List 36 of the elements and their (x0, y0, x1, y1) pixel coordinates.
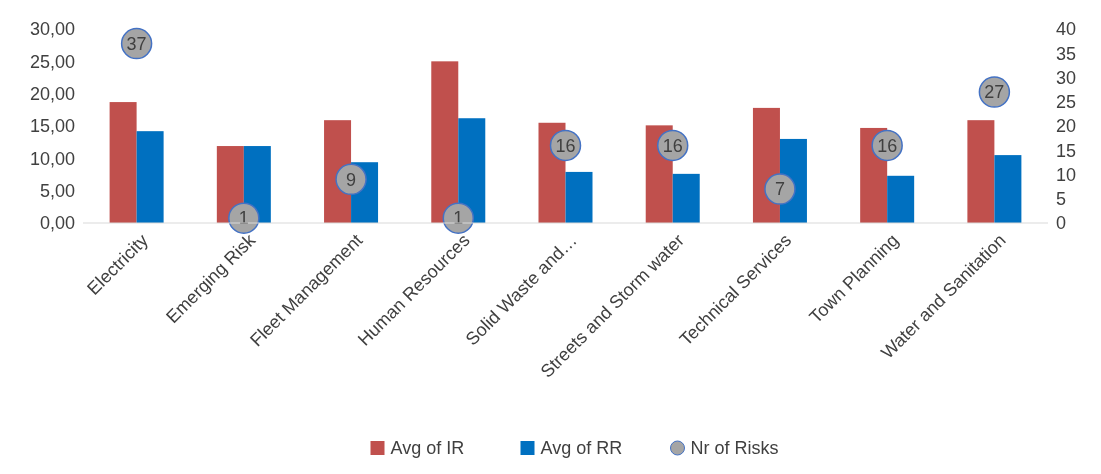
y-tick-label: 30,00 (29, 19, 75, 40)
y2-tick-label: 30 (1056, 67, 1077, 88)
data-label: 7 (774, 179, 785, 200)
data-label: 37 (126, 33, 147, 54)
bar (109, 102, 137, 223)
legend-label: Avg of IR (390, 438, 465, 459)
y2-tick-label: 0 (1056, 213, 1067, 234)
legend-label: Avg of RR (540, 438, 623, 459)
bar (565, 171, 593, 223)
y2-tick-label: 35 (1056, 43, 1077, 64)
y-tick-label: 25,00 (29, 51, 75, 72)
y2-tick-label: 40 (1056, 19, 1077, 40)
bar (887, 175, 915, 223)
y2-tick-label: 20 (1056, 116, 1077, 137)
y-tick-label: 0,00 (39, 213, 75, 234)
bar (967, 120, 995, 223)
y-tick-label: 10,00 (29, 148, 75, 169)
y2-tick-label: 5 (1056, 189, 1067, 210)
y-tick-label: 5,00 (39, 180, 75, 201)
bar (136, 131, 164, 223)
bar (672, 173, 700, 223)
data-label: 16 (662, 135, 683, 156)
data-label: 16 (555, 135, 576, 156)
y-tick-label: 15,00 (29, 116, 75, 137)
data-label: 9 (346, 169, 357, 190)
point (335, 163, 367, 196)
y2-tick-label: 25 (1056, 92, 1077, 113)
data-label: 1 (238, 208, 249, 229)
data-label: 16 (877, 135, 898, 156)
y2-tick-label: 15 (1056, 140, 1077, 161)
data-label: 1 (453, 208, 464, 229)
data-label: 27 (984, 82, 1005, 103)
y-tick-label: 20,00 (29, 83, 75, 104)
legend-label: Nr of Risks (690, 438, 779, 459)
y2-tick-label: 10 (1056, 164, 1077, 185)
bar (994, 155, 1022, 223)
